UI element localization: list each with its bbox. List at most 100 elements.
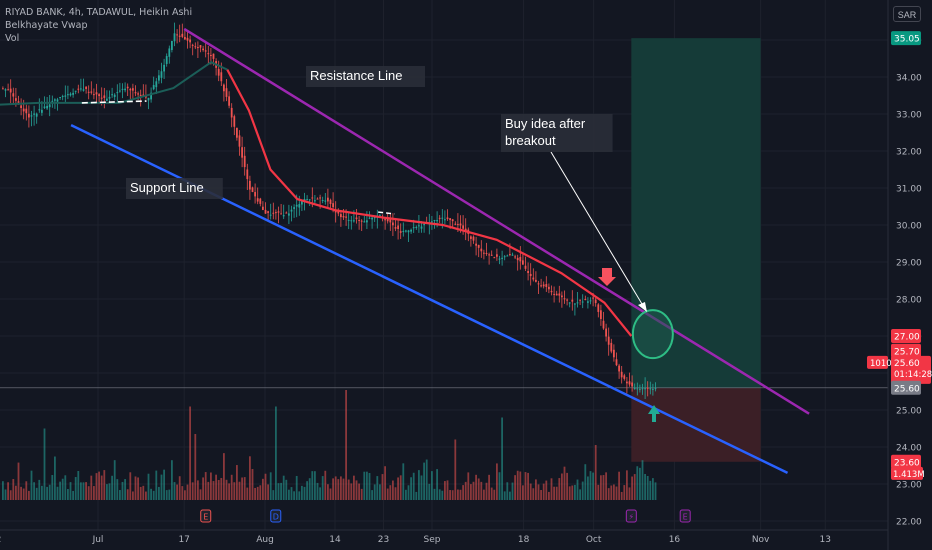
volume-bar — [272, 490, 275, 500]
candle-body — [134, 92, 137, 94]
volume-bar — [537, 484, 540, 500]
volume-bar — [402, 463, 405, 500]
volume-bar — [199, 489, 202, 500]
y-tick-label: 28.00 — [896, 296, 922, 306]
currency-button[interactable]: SAR — [893, 6, 921, 22]
legend-volume[interactable]: Vol — [5, 33, 20, 44]
volume-bar — [581, 481, 584, 500]
candle-body — [563, 298, 566, 300]
candle-body — [275, 212, 277, 214]
volume-bar — [511, 482, 514, 500]
volume-bar — [106, 484, 108, 500]
volume-bar — [38, 479, 41, 500]
candle-body — [137, 93, 139, 95]
volume-bar — [251, 469, 254, 500]
volume-bar — [98, 471, 100, 500]
volume-bar — [189, 406, 191, 500]
candle-body — [620, 371, 623, 378]
volume-bar — [334, 476, 337, 500]
candle-body — [329, 199, 332, 205]
candle-body — [438, 217, 441, 219]
candle-body — [59, 96, 61, 98]
volume-bar — [392, 480, 394, 500]
candle-body — [345, 216, 347, 218]
volume-bar — [64, 475, 67, 500]
candle-body — [56, 99, 59, 102]
candle-body — [147, 97, 150, 101]
volume-bar — [397, 477, 399, 500]
x-tick-label: Sep — [424, 535, 441, 545]
candle-body — [511, 254, 514, 256]
vwap-band-segment — [81, 100, 147, 104]
volume-bar — [311, 471, 314, 500]
candle-body — [480, 248, 483, 252]
volume-bar — [514, 475, 516, 500]
candle-body — [35, 113, 38, 117]
volume-bar — [90, 475, 93, 500]
candle-body — [132, 88, 134, 91]
candle-body — [566, 299, 568, 301]
legend-vwap[interactable]: Belkhayate Vwap — [5, 20, 88, 31]
candle-body — [225, 88, 228, 97]
volume-bar — [113, 460, 116, 500]
volume-bar — [178, 476, 181, 500]
buy-idea-label: Buy idea after — [505, 116, 586, 131]
candle-body — [106, 98, 108, 101]
candle-body — [259, 198, 262, 204]
candle-body — [2, 88, 4, 90]
candle-body — [418, 225, 420, 227]
candle-body — [553, 293, 555, 295]
candle-body — [514, 256, 516, 258]
candle-body — [254, 192, 256, 197]
volume-bar — [72, 490, 74, 500]
volume-bar — [420, 475, 423, 500]
volume-bar — [129, 472, 132, 500]
volume-bar — [158, 486, 160, 500]
candle-body — [233, 116, 236, 127]
candle-body — [636, 388, 639, 390]
candle-body — [340, 214, 342, 218]
volume-bar — [285, 479, 288, 500]
candle-body — [488, 254, 490, 256]
volume-bar — [592, 472, 594, 500]
event-marker — [679, 509, 691, 523]
candle-body — [410, 229, 412, 232]
candle-body — [446, 217, 449, 219]
candle-body — [103, 95, 106, 98]
volume-bar — [103, 470, 106, 500]
volume-bar — [9, 490, 12, 500]
volume-bar — [368, 472, 371, 500]
volume-bar — [267, 484, 269, 500]
x-tick-label: 18 — [518, 535, 530, 545]
candle-body — [158, 75, 160, 81]
candle-body — [87, 91, 90, 93]
candle-body — [451, 219, 454, 222]
candle-body — [386, 218, 389, 222]
volume-bar — [428, 483, 431, 500]
volume-bar — [82, 482, 85, 500]
volume-bar — [142, 485, 145, 500]
volume-bar — [7, 482, 9, 500]
volume-bar — [314, 471, 316, 500]
legend-symbol[interactable]: RIYAD BANK, 4h, TADAWUL, Heikin Ashi — [5, 7, 193, 18]
volume-bar — [329, 488, 332, 500]
volume-tag: 1.413M — [893, 470, 925, 480]
candle-body — [277, 211, 280, 213]
candle-body — [30, 115, 33, 117]
y-tick-label: 29.00 — [896, 259, 922, 269]
candle-body — [516, 257, 519, 261]
candle-body — [402, 230, 405, 232]
volume-bar — [204, 472, 207, 500]
volume-bar — [4, 489, 7, 500]
volume-bar — [451, 490, 454, 500]
volume-bar — [212, 481, 215, 500]
candle-body — [589, 300, 592, 302]
close-price-tag-bg — [891, 343, 921, 358]
candle-body — [22, 108, 25, 112]
volume-bar — [93, 486, 95, 500]
candle-body — [204, 50, 207, 52]
candle-body — [550, 290, 553, 293]
volume-bar — [290, 487, 293, 500]
candle-body — [74, 90, 77, 92]
